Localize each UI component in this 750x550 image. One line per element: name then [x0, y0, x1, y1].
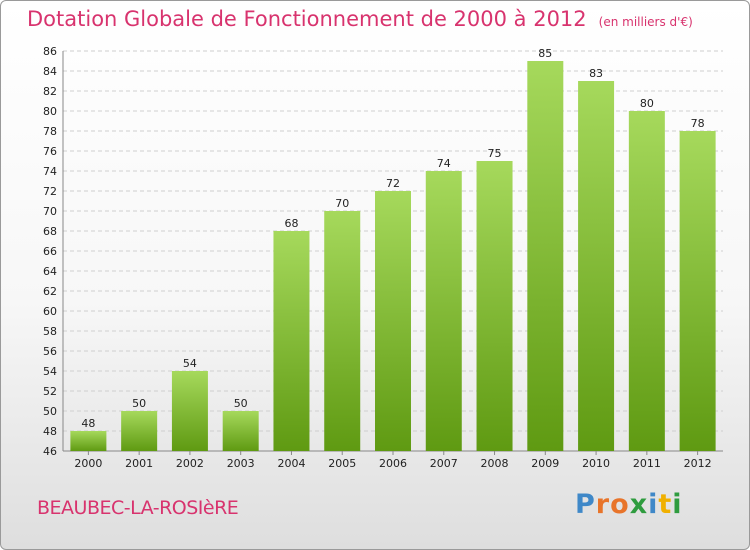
bar-2003 [222, 411, 259, 451]
value-label-2003: 50 [234, 397, 248, 410]
x-tick-label-2001: 2001 [125, 457, 153, 470]
bar-2009 [527, 61, 564, 451]
y-tick-label: 66 [43, 245, 57, 258]
bar-2011 [628, 111, 665, 451]
y-tick-label: 50 [43, 405, 57, 418]
value-label-2010: 83 [589, 67, 603, 80]
y-tick-label: 46 [43, 445, 57, 458]
bar-2000 [70, 431, 107, 451]
bar-2002 [171, 371, 208, 451]
y-tick-label: 80 [43, 105, 57, 118]
y-tick-label: 56 [43, 345, 57, 358]
logo-letter: r [595, 489, 611, 520]
proxiti-logo[interactable]: Proxiti [575, 489, 683, 520]
y-tick-label: 48 [43, 425, 57, 438]
logo-letter: o [610, 489, 630, 520]
value-label-2009: 85 [538, 47, 552, 60]
x-tick-label-2007: 2007 [430, 457, 458, 470]
value-label-2000: 48 [81, 417, 95, 430]
y-tick-label: 78 [43, 125, 57, 138]
x-tick-label-2003: 2003 [227, 457, 255, 470]
value-label-2008: 75 [488, 147, 502, 160]
value-label-2002: 54 [183, 357, 197, 370]
value-label-2007: 74 [437, 157, 451, 170]
y-tick-label: 84 [43, 65, 57, 78]
chart-title: Dotation Globale de Fonctionnement de 20… [27, 7, 693, 31]
x-tick-label-2000: 2000 [74, 457, 102, 470]
x-tick-label-2011: 2011 [633, 457, 661, 470]
chart-subtitle: (en milliers d'€) [598, 15, 693, 29]
y-tick-label: 76 [43, 145, 57, 158]
y-tick-label: 58 [43, 325, 57, 338]
x-tick-label-2012: 2012 [684, 457, 712, 470]
logo-letter: t [658, 489, 673, 520]
logo-letter: P [575, 489, 596, 520]
y-tick-label: 82 [43, 85, 57, 98]
y-tick-label: 54 [43, 365, 57, 378]
y-tick-label: 52 [43, 385, 57, 398]
x-tick-label-2008: 2008 [481, 457, 509, 470]
x-tick-label-2006: 2006 [379, 457, 407, 470]
bar-2004 [273, 231, 310, 451]
logo-letter: i [648, 489, 659, 520]
x-tick-label-2009: 2009 [531, 457, 559, 470]
bar-2008 [476, 161, 513, 451]
value-label-2004: 68 [284, 217, 298, 230]
y-tick-label: 86 [43, 45, 57, 58]
y-tick-label: 72 [43, 185, 57, 198]
y-tick-label: 62 [43, 285, 57, 298]
logo-letter: x [629, 489, 649, 520]
value-label-2005: 70 [335, 197, 349, 210]
y-tick-label: 74 [43, 165, 57, 178]
commune-name: BEAUBEC-LA-ROSIèRE [37, 497, 239, 519]
bar-2012 [679, 131, 716, 451]
y-tick-label: 70 [43, 205, 57, 218]
bars [70, 61, 716, 451]
y-tick-label: 68 [43, 225, 57, 238]
bar-2007 [425, 171, 462, 451]
bar-2006 [375, 191, 411, 451]
value-label-2006: 72 [386, 177, 400, 190]
value-labels: 48 50 54 50 68 70 72 74 75 85 83 80 78 [81, 47, 704, 430]
x-tick-labels: 2000 2001 2002 2003 2004 2005 2006 2007 2008 2009… [74, 457, 711, 470]
bar-2001 [121, 411, 158, 451]
bar-2005 [324, 211, 361, 451]
bar-2010 [578, 81, 615, 451]
x-tick-label-2005: 2005 [328, 457, 356, 470]
x-tick-label-2002: 2002 [176, 457, 204, 470]
y-tick-label: 60 [43, 305, 57, 318]
logo-letter: i [672, 489, 683, 520]
y-tick-labels: 46 48 50 52 54 56 58 60 62 64 66 68 70 72 74 76 78 80 82 84… [43, 45, 57, 458]
chart-title-text: Dotation Globale de Fonctionnement de 20… [27, 7, 587, 31]
x-tick-label-2004: 2004 [277, 457, 305, 470]
x-tick-label-2010: 2010 [582, 457, 610, 470]
y-tick-label: 64 [43, 265, 57, 278]
value-label-2001: 50 [132, 397, 146, 410]
value-label-2012: 78 [691, 117, 705, 130]
value-label-2011: 80 [640, 97, 654, 110]
